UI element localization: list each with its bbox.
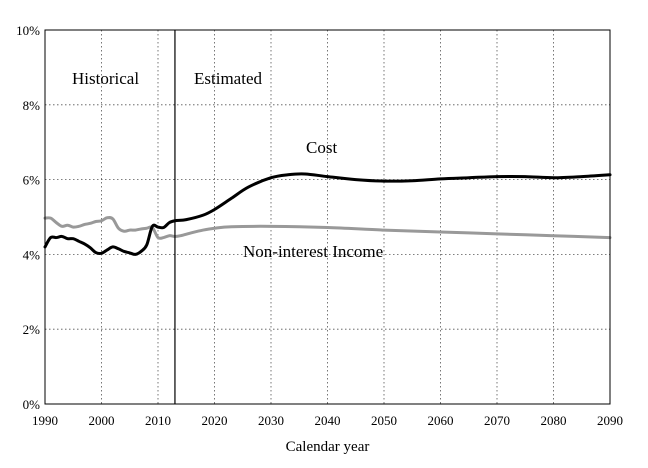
x-axis-title: Calendar year [286,439,370,455]
plot-frame [44,29,611,405]
y-tick-label: 0% [23,397,41,412]
y-tick-label: 2% [23,322,41,337]
x-tick-label: 2040 [315,413,341,428]
y-tick-label: 8% [23,98,41,113]
x-tick-label: 2010 [145,413,171,428]
x-tick-label: 2030 [258,413,284,428]
annotation-estimated: Estimated [194,69,262,88]
series-lines [43,172,612,256]
x-tick-label: 2070 [484,413,510,428]
y-tick-label: 4% [23,247,41,262]
tick-labels: 1990 2000 2010 2020 2030 2040 2050 2060 2070 2080… [16,23,623,428]
x-tick-label: 1990 [32,413,58,428]
x-tick-label: 2060 [428,413,454,428]
annotation-historical: Historical [72,69,139,88]
y-tick-label: 10% [16,23,40,38]
series-line-non-interest-income [43,216,612,240]
x-tick-label: 2020 [202,413,228,428]
series-label-non-interest-income: Non-interest Income [243,242,383,261]
series-line-cost [43,172,612,256]
x-tick-label: 2000 [89,413,115,428]
x-tick-label: 2050 [371,413,397,428]
y-tick-label: 6% [23,173,41,188]
x-tick-label: 2090 [597,413,623,428]
series-label-cost: Cost [306,138,337,157]
x-tick-label: 2080 [541,413,567,428]
